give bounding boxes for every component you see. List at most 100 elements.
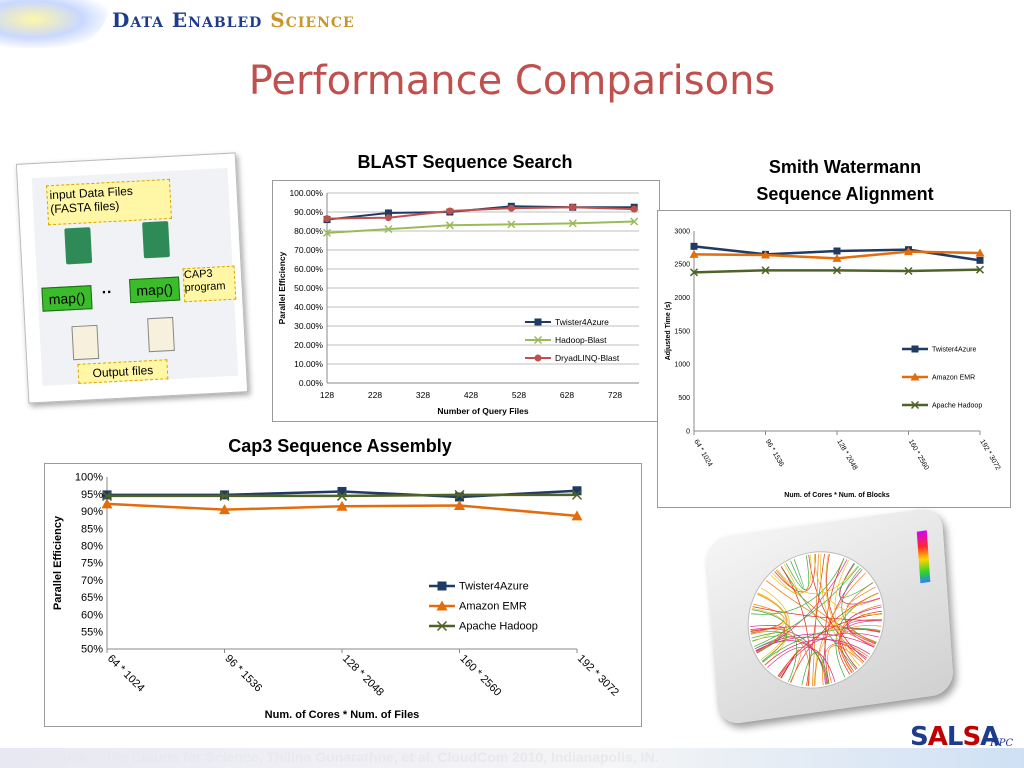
data-point <box>337 486 347 496</box>
data-point <box>323 215 331 223</box>
y-tick-label: 90% <box>81 506 103 518</box>
network-edge <box>753 566 859 647</box>
map-box: map() <box>41 285 93 312</box>
cap3-chart-panel: 50% 55% 60% 65% 70% 75% 80% 85% 90% 95% 100% 64 * 1… <box>44 463 642 727</box>
x-tick-label: 128 <box>320 390 334 400</box>
network-edge <box>845 582 877 644</box>
data-point <box>910 400 920 410</box>
y-tick-label: 0 <box>686 428 690 435</box>
network-edge <box>822 643 869 686</box>
footer-citation: MapReduce in the Clouds for Science, Thi… <box>8 749 659 765</box>
y-tick-label: 75% <box>81 558 103 570</box>
input-files-label: input Data Files (FASTA files) <box>46 178 172 226</box>
network-edge <box>762 628 881 663</box>
data-point <box>534 354 542 362</box>
network-edge <box>756 593 787 653</box>
legend-label: DryadLINQ-Blast <box>555 353 620 363</box>
file-icon <box>142 221 170 259</box>
data-point <box>975 265 985 274</box>
data-point <box>904 266 913 276</box>
cap3-chart-title: Cap3 Sequence Assembly <box>228 436 452 456</box>
legend-label: Apache Hadoop <box>932 402 982 409</box>
network-edge <box>780 566 857 671</box>
data-point <box>455 492 464 502</box>
salsa-letter: S <box>910 722 929 752</box>
x-axis-label: Num. of Cores * Num. of Files <box>265 709 420 721</box>
y-tick-label: 55% <box>81 626 103 638</box>
circular-network-image <box>705 506 955 726</box>
network-edge <box>826 554 867 661</box>
y-tick-label: 100% <box>75 472 103 484</box>
output-file-icon <box>71 324 100 361</box>
x-tick-label: 128 * 2048 <box>340 653 386 699</box>
smith-chart-title: Smith Watermann Sequence Alignment <box>710 154 980 208</box>
smith-chart-title-line2: Sequence Alignment <box>756 184 934 204</box>
network-edge <box>750 625 881 633</box>
figure-canvas: input Data Files (FASTA files) map() map… <box>31 167 239 386</box>
mapreduce-figure: input Data Files (FASTA files) map() map… <box>15 152 249 404</box>
network-edge <box>814 572 866 687</box>
x-tick-label: 728 <box>608 390 622 400</box>
network-edge <box>839 610 883 672</box>
header-logo-graphic <box>0 0 110 48</box>
data-point <box>322 228 332 237</box>
data-point <box>569 203 577 211</box>
legend-label: Amazon EMR <box>459 601 527 613</box>
y-tick-label: 60.00% <box>294 264 323 274</box>
hpc-label: HPC <box>990 738 1014 749</box>
salsa-letter: A <box>927 722 948 752</box>
network-edge <box>824 558 845 684</box>
data-point <box>219 504 230 515</box>
brand-title-part2: Science <box>270 8 355 32</box>
network-edge <box>847 619 883 645</box>
data-point <box>437 581 447 591</box>
y-tick-label: 70% <box>81 575 103 587</box>
y-tick-label: 90.00% <box>294 207 323 217</box>
y-tick-label: 80% <box>81 540 103 552</box>
salsa-letter: A <box>980 722 1000 752</box>
x-tick-label: 328 <box>416 390 430 400</box>
data-point <box>904 247 913 256</box>
network-edge <box>752 593 786 642</box>
x-tick-label: 64 * 1024 <box>692 439 713 469</box>
y-tick-label: 60% <box>81 609 103 621</box>
network-edge <box>757 592 789 663</box>
y-tick-label: 95% <box>81 489 103 501</box>
network-edge <box>825 554 863 664</box>
network-edge <box>838 563 874 598</box>
color-scale <box>916 530 931 584</box>
y-tick-label: 1000 <box>674 362 690 369</box>
data-point <box>630 217 639 226</box>
data-point <box>534 318 542 326</box>
slide-title: Performance Comparisons <box>248 58 776 104</box>
data-point <box>436 620 448 632</box>
network-edge <box>778 632 879 678</box>
y-tick-label: 70.00% <box>294 245 323 255</box>
ellipsis-dots: ·· <box>101 284 113 302</box>
network-edge <box>801 651 830 686</box>
legend-label: Hadoop-Blast <box>555 335 607 345</box>
data-point <box>384 214 392 222</box>
smith-chart-title-line1: Smith Watermann <box>768 157 922 177</box>
y-tick-label: 50% <box>81 644 103 656</box>
network-edge <box>750 631 810 687</box>
network-edge <box>752 635 827 685</box>
x-tick-label: 628 <box>560 390 574 400</box>
data-point <box>690 242 698 250</box>
data-point <box>910 372 920 381</box>
x-tick-label: 160 * 2560 <box>907 439 930 472</box>
legend-label: Twister4Azure <box>459 581 529 593</box>
network-edges <box>750 553 883 687</box>
x-tick-label: 96 * 1536 <box>222 653 264 695</box>
legend-label: Twister4Azure <box>555 317 609 327</box>
network-edge <box>760 587 790 666</box>
data-point <box>630 205 638 213</box>
data-point <box>832 266 842 275</box>
data-point <box>445 221 454 230</box>
network-edge <box>790 559 805 591</box>
network-edge <box>750 558 845 615</box>
y-tick-label: 100.00% <box>289 188 323 198</box>
salsa-letter: S <box>962 722 981 752</box>
network-edge <box>827 645 864 684</box>
y-tick-label: 0.00% <box>299 378 324 388</box>
